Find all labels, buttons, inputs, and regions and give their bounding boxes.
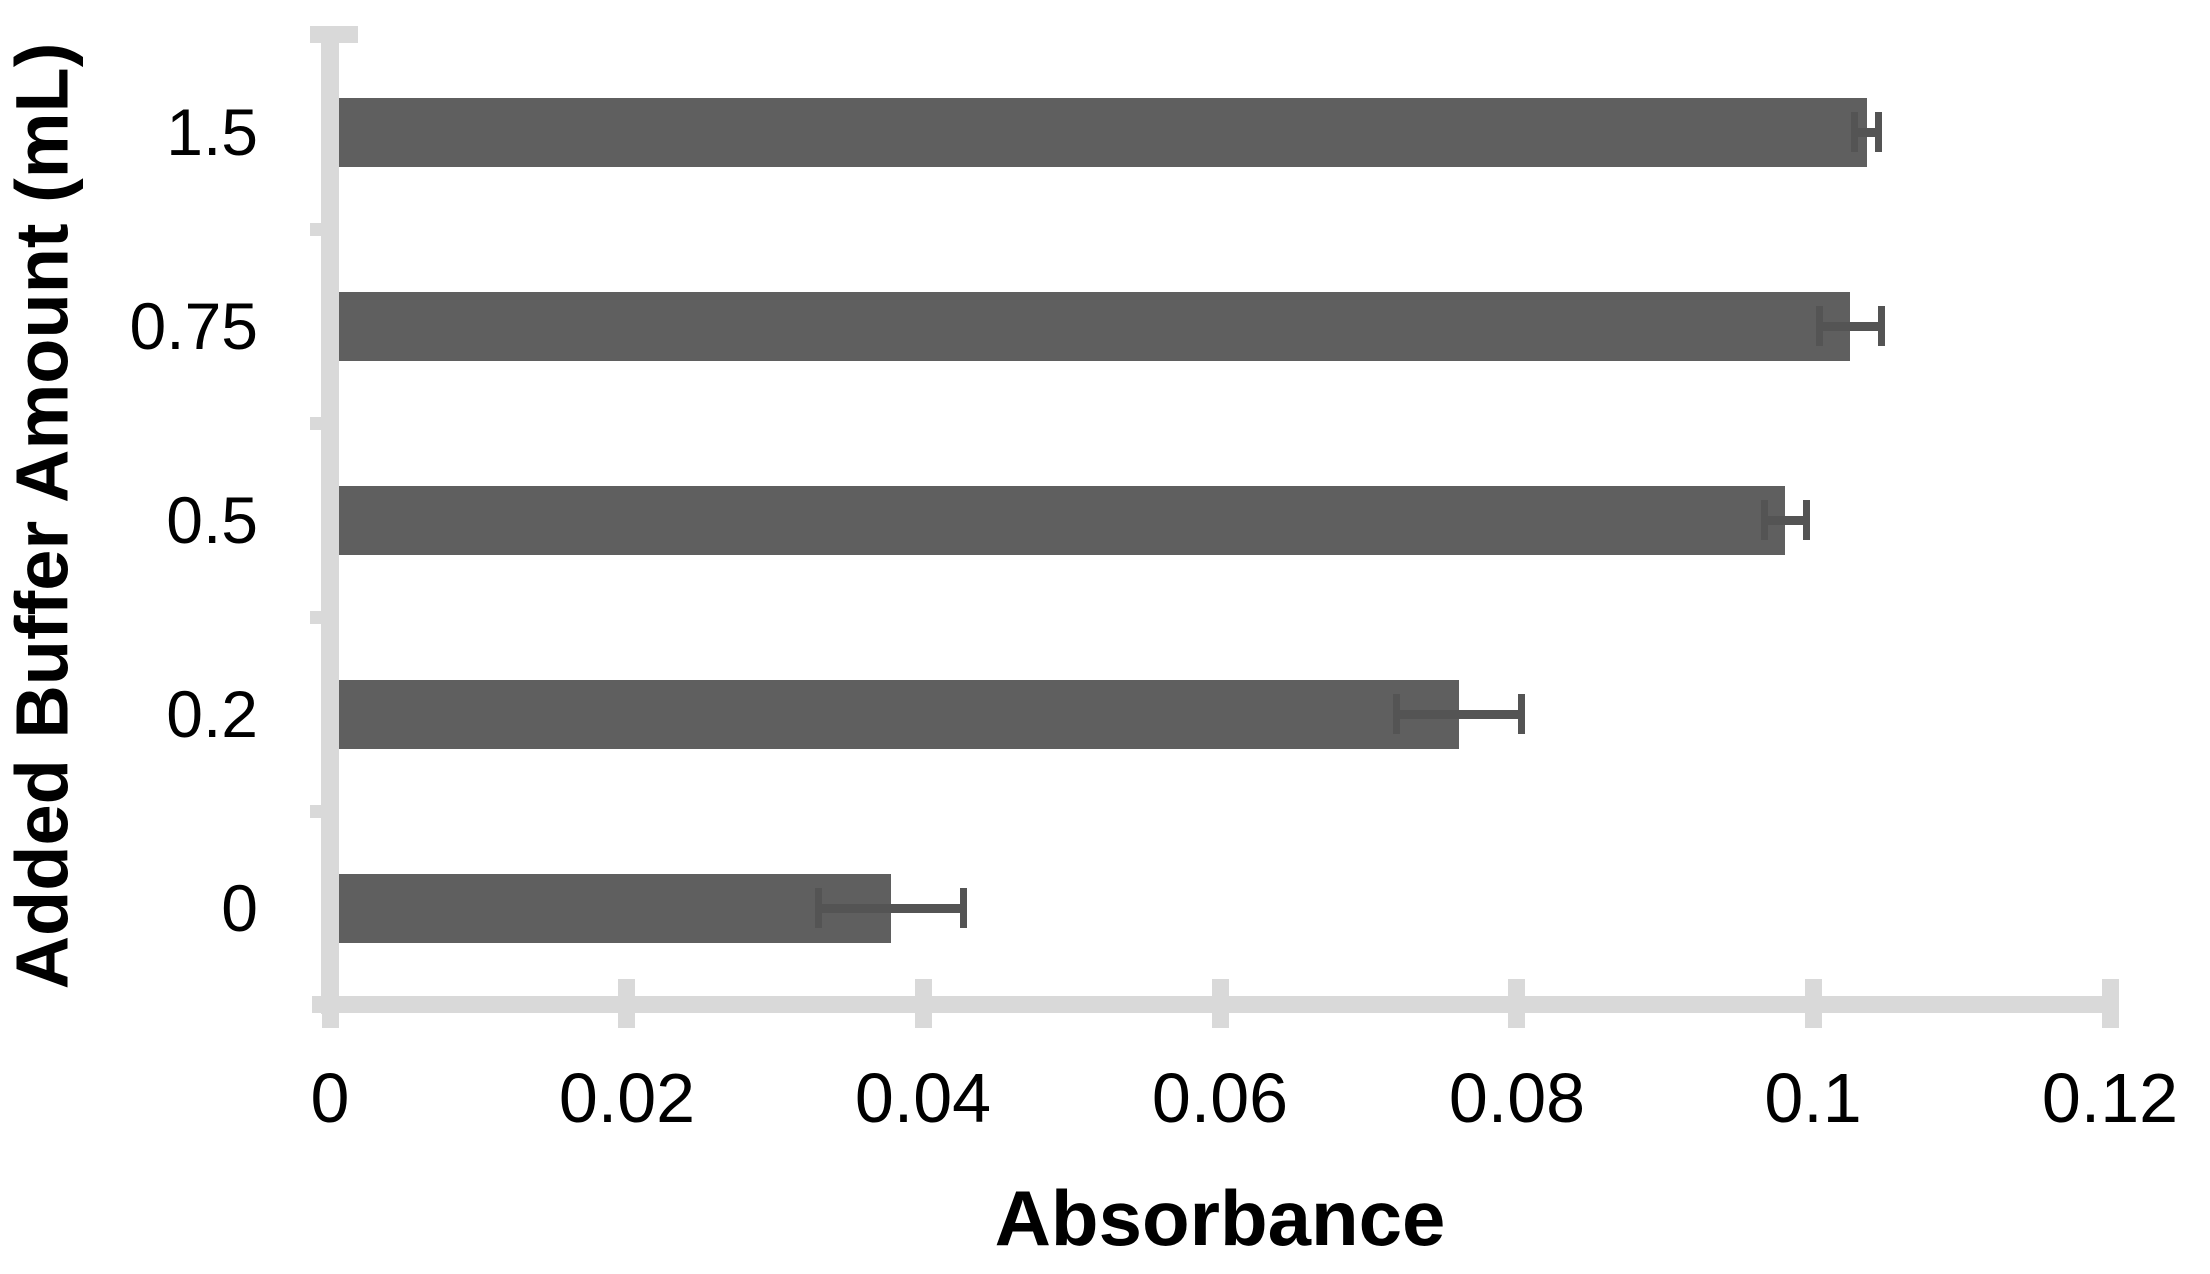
x-tick-mark xyxy=(1212,979,1229,1028)
error-bar-right-cap xyxy=(1518,694,1525,734)
bar xyxy=(339,486,1785,555)
error-bar xyxy=(1761,500,1810,540)
category-label: 0.5 xyxy=(166,483,258,557)
x-tick-label: 0 xyxy=(310,1059,350,1137)
x-tick-mark xyxy=(618,979,635,1028)
x-tick-mark xyxy=(2102,979,2119,1028)
error-bar-line xyxy=(1816,321,1885,331)
error-bar-left-cap xyxy=(1851,112,1858,152)
error-bar-left-cap xyxy=(1393,694,1400,734)
error-bar-line xyxy=(1393,709,1525,719)
error-bar-line xyxy=(1761,515,1810,525)
y-tick-mark xyxy=(310,805,339,818)
x-tick-label: 0.08 xyxy=(1448,1059,1586,1137)
error-bar-right-cap xyxy=(1878,306,1885,346)
x-tick-mark xyxy=(915,979,932,1028)
bar xyxy=(339,680,1459,749)
error-bar xyxy=(1816,306,1885,346)
bar xyxy=(339,98,1867,167)
error-bar-right-cap xyxy=(960,888,967,928)
error-bar-right-cap xyxy=(1803,500,1810,540)
x-tick-label: 0.06 xyxy=(1151,1059,1289,1137)
error-bar xyxy=(815,888,967,928)
y-tick-mark xyxy=(310,417,339,430)
bar xyxy=(339,874,891,943)
error-bar-line xyxy=(815,903,967,913)
error-bar-right-cap xyxy=(1875,112,1882,152)
error-bar-line xyxy=(1851,127,1882,137)
category-label: 0.75 xyxy=(129,289,258,363)
error-bar-left-cap xyxy=(1761,500,1768,540)
x-tick-mark xyxy=(1508,979,1525,1028)
x-tick-label: 0.02 xyxy=(558,1059,696,1137)
x-tick-label: 0.04 xyxy=(854,1059,992,1137)
error-bar xyxy=(1851,112,1882,152)
error-bar xyxy=(1393,694,1525,734)
y-axis-end-cap xyxy=(310,26,358,43)
error-bar-left-cap xyxy=(1816,306,1823,346)
x-tick-label: 0.12 xyxy=(2041,1059,2179,1137)
x-tick-mark xyxy=(1805,979,1822,1028)
category-label: 0.2 xyxy=(166,677,258,751)
error-bar-left-cap xyxy=(815,888,822,928)
x-tick-mark xyxy=(322,979,339,1028)
y-axis-line xyxy=(321,26,339,1014)
x-tick-label: 0.1 xyxy=(1764,1059,1862,1137)
bar xyxy=(339,292,1850,361)
category-label: 0 xyxy=(221,871,258,945)
x-axis-title: Absorbance xyxy=(994,1174,1446,1262)
category-label: 1.5 xyxy=(166,95,258,169)
y-tick-mark xyxy=(310,611,339,624)
y-tick-mark xyxy=(310,223,339,236)
